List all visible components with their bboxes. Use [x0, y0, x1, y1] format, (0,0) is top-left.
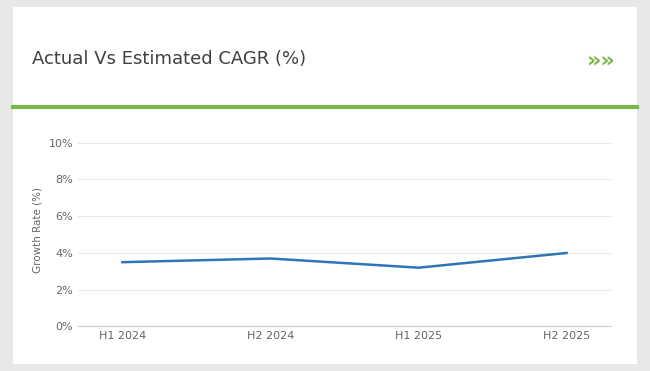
Y-axis label: Growth Rate (%): Growth Rate (%) — [33, 187, 43, 273]
Text: Actual Vs Estimated CAGR (%): Actual Vs Estimated CAGR (%) — [32, 50, 306, 68]
Text: »»: »» — [586, 50, 615, 70]
